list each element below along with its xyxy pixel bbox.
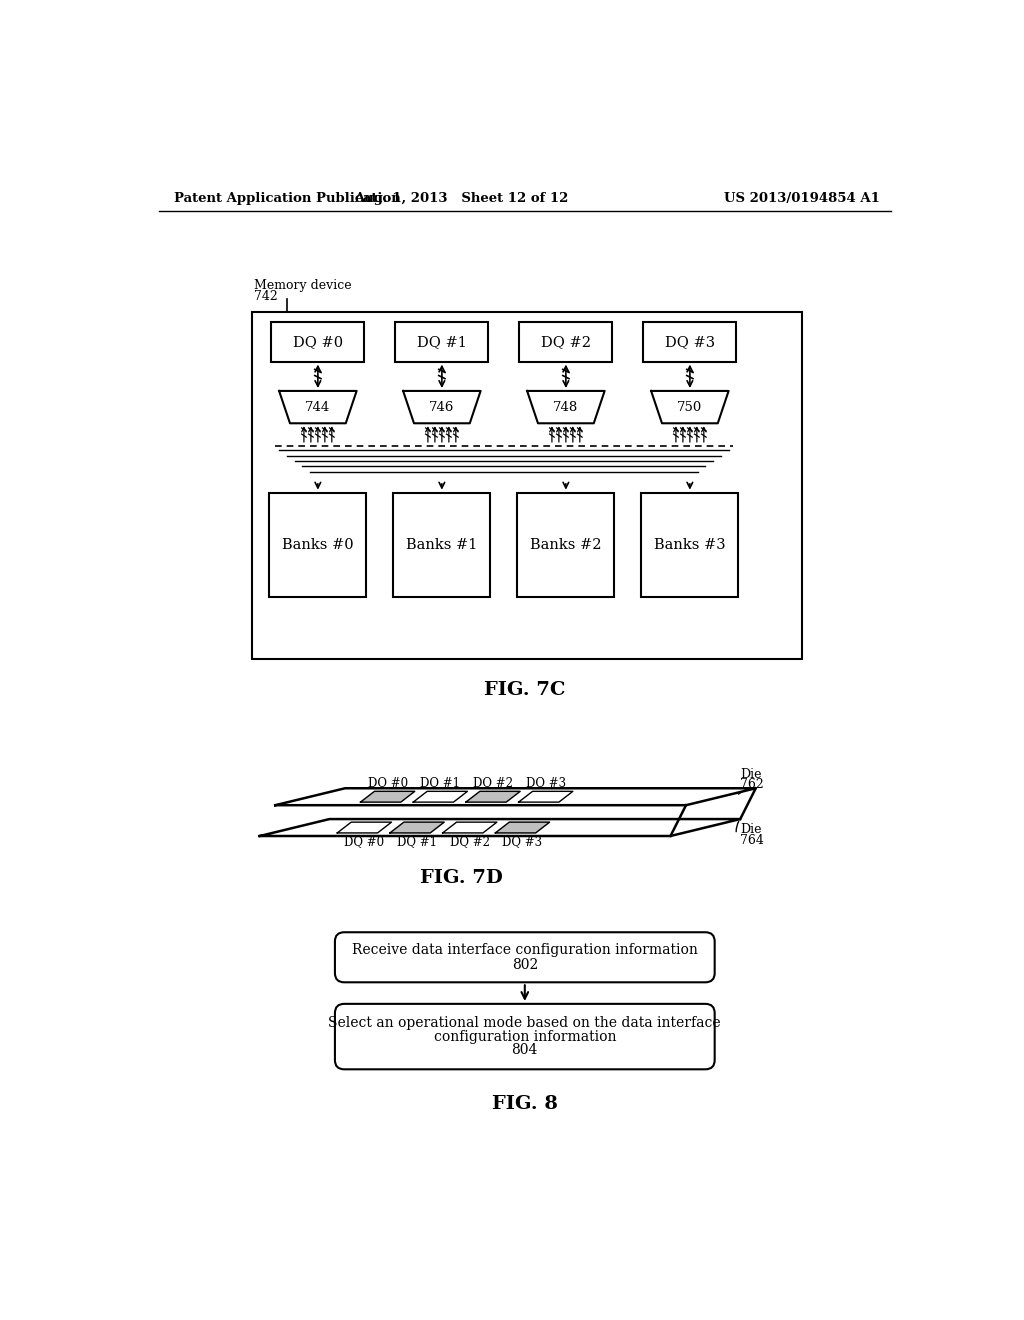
- Text: 742: 742: [254, 290, 279, 304]
- Text: DQ #3: DQ #3: [503, 836, 543, 849]
- Text: DQ #2: DQ #2: [473, 776, 513, 789]
- Polygon shape: [360, 792, 415, 803]
- Text: DQ #1: DQ #1: [420, 776, 461, 789]
- Polygon shape: [275, 788, 756, 805]
- Text: Aug. 1, 2013   Sheet 12 of 12: Aug. 1, 2013 Sheet 12 of 12: [354, 191, 568, 205]
- Text: DQ #1: DQ #1: [397, 836, 437, 849]
- Bar: [519, 322, 612, 362]
- Text: FIG. 7C: FIG. 7C: [484, 681, 565, 698]
- Bar: [395, 322, 488, 362]
- Polygon shape: [518, 792, 572, 803]
- Text: 746: 746: [429, 400, 455, 413]
- Polygon shape: [260, 818, 740, 836]
- Text: DQ #3: DQ #3: [525, 776, 566, 789]
- Text: 744: 744: [305, 400, 331, 413]
- Polygon shape: [651, 391, 729, 424]
- Polygon shape: [337, 822, 391, 833]
- Polygon shape: [527, 391, 604, 424]
- Bar: [643, 322, 736, 362]
- Bar: [393, 492, 490, 597]
- FancyBboxPatch shape: [335, 1003, 715, 1069]
- Text: Banks #1: Banks #1: [407, 537, 477, 552]
- Polygon shape: [414, 792, 467, 803]
- Text: DQ #0: DQ #0: [293, 335, 343, 348]
- Text: FIG. 7D: FIG. 7D: [420, 870, 503, 887]
- Text: Banks #3: Banks #3: [654, 537, 726, 552]
- Text: 748: 748: [553, 400, 579, 413]
- Text: US 2013/0194854 A1: US 2013/0194854 A1: [724, 191, 880, 205]
- Polygon shape: [390, 822, 444, 833]
- Text: 750: 750: [677, 400, 702, 413]
- Polygon shape: [403, 391, 480, 424]
- Bar: [252, 313, 802, 659]
- Text: 764: 764: [740, 834, 764, 846]
- Text: DQ #0: DQ #0: [368, 776, 408, 789]
- Text: Banks #2: Banks #2: [530, 537, 602, 552]
- Text: Patent Application Publication: Patent Application Publication: [174, 191, 401, 205]
- Text: DQ #2: DQ #2: [541, 335, 591, 348]
- Text: Die: Die: [740, 767, 762, 780]
- Text: 804: 804: [512, 1043, 538, 1057]
- Polygon shape: [442, 822, 497, 833]
- Bar: [517, 492, 614, 597]
- Bar: [641, 492, 738, 597]
- Text: Select an operational mode based on the data interface: Select an operational mode based on the …: [329, 1015, 721, 1030]
- Text: Receive data interface configuration information: Receive data interface configuration inf…: [352, 944, 697, 957]
- FancyBboxPatch shape: [335, 932, 715, 982]
- Text: DQ #0: DQ #0: [344, 836, 384, 849]
- Polygon shape: [496, 822, 550, 833]
- Text: 802: 802: [512, 958, 538, 972]
- Text: DQ #2: DQ #2: [450, 836, 489, 849]
- Text: configuration information: configuration information: [433, 1030, 616, 1044]
- Text: FIG. 8: FIG. 8: [492, 1096, 558, 1113]
- Text: DQ #3: DQ #3: [665, 335, 715, 348]
- Text: 762: 762: [740, 779, 764, 792]
- Text: Banks #0: Banks #0: [282, 537, 353, 552]
- Text: Die: Die: [740, 822, 762, 836]
- Bar: [269, 492, 367, 597]
- Bar: [271, 322, 365, 362]
- Text: DQ #1: DQ #1: [417, 335, 467, 348]
- Text: Memory device: Memory device: [254, 279, 352, 292]
- Polygon shape: [280, 391, 356, 424]
- Polygon shape: [466, 792, 520, 803]
